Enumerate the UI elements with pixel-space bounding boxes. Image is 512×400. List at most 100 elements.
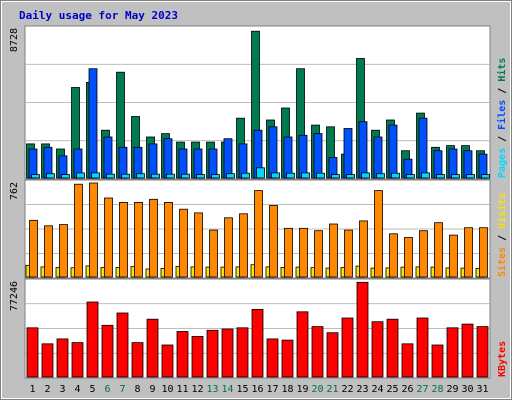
pages-bar <box>181 173 190 179</box>
sites-bar <box>374 190 383 278</box>
files-bar <box>463 150 473 179</box>
files-bar <box>388 124 398 179</box>
kbytes-bar <box>41 343 54 378</box>
pages-bar <box>271 172 280 179</box>
x-tick-label: 1 <box>29 384 35 395</box>
kbytes-bar <box>281 339 294 378</box>
sites-bar <box>29 219 38 278</box>
kbytes-bar <box>221 328 234 378</box>
files-bar <box>313 133 323 179</box>
sites-bar <box>44 225 53 278</box>
files-bar <box>118 146 128 179</box>
legend-sites: Sites <box>496 247 508 277</box>
pages-bar <box>136 173 145 179</box>
sites-bar <box>239 213 248 278</box>
kbytes-bar <box>116 312 129 378</box>
kbytes-bar <box>266 338 279 378</box>
kbytes-bar <box>71 342 84 378</box>
kbytes-bar <box>56 338 69 378</box>
x-tick-label: 13 <box>206 384 218 395</box>
pages-bar <box>196 174 205 179</box>
kbytes-bar <box>431 344 444 378</box>
files-bar <box>208 148 218 179</box>
pages-bar <box>331 174 340 179</box>
legend-separator: / <box>497 229 508 247</box>
sites-bar <box>149 198 158 278</box>
kbytes-bar <box>356 281 369 378</box>
pages-bar <box>211 174 220 179</box>
sites-bar <box>449 234 458 278</box>
kbytes-bar <box>401 343 414 378</box>
pages-bar <box>436 174 445 179</box>
pages-bar <box>286 172 295 179</box>
legend-separator: / <box>497 130 508 148</box>
sites-bar <box>329 223 338 278</box>
pages-bar <box>481 174 490 179</box>
x-tick-label: 21 <box>326 384 338 395</box>
x-tick-label: 18 <box>281 384 293 395</box>
sites-bar <box>134 201 143 278</box>
x-tick-label: 31 <box>476 384 488 395</box>
pages-bar <box>451 174 460 179</box>
files-bar <box>343 128 353 179</box>
x-tick-label: 9 <box>149 384 155 395</box>
kbytes-bar <box>326 332 339 378</box>
x-tick-label: 25 <box>386 384 398 395</box>
files-bar <box>193 148 203 179</box>
x-tick-label: 14 <box>221 384 233 395</box>
kbytes-bar <box>26 327 39 378</box>
x-tick-label: 22 <box>341 384 353 395</box>
kbytes-bar <box>236 327 249 378</box>
legend: Sites / Visits <box>496 193 508 277</box>
legend-files: Files <box>496 100 508 130</box>
files-bar <box>223 138 233 179</box>
files-bar <box>163 138 173 179</box>
sites-bar <box>404 237 413 278</box>
x-tick-label: 5 <box>89 384 95 395</box>
legend-hits: Hits <box>496 58 508 82</box>
pages-bar <box>91 172 100 179</box>
kbytes-bar <box>416 317 429 378</box>
sites-bar <box>59 224 68 278</box>
pages-bar <box>406 174 415 179</box>
kbytes-bar <box>296 311 309 378</box>
kbytes-bar <box>341 317 354 378</box>
sites-bar <box>479 227 488 278</box>
kbytes-bar <box>446 327 459 378</box>
files-bar <box>28 148 38 179</box>
pages-bar <box>256 167 265 179</box>
sites-bar <box>344 229 353 278</box>
x-tick-label: 8 <box>134 384 140 395</box>
x-tick-label: 7 <box>119 384 125 395</box>
y-axis-max-label: 8728 <box>9 28 20 52</box>
pages-bar <box>301 172 310 179</box>
sites-bar <box>389 233 398 278</box>
files-bar <box>448 148 458 179</box>
pages-bar <box>241 172 250 179</box>
pages-bar <box>151 173 160 179</box>
kbytes-bar <box>386 318 399 378</box>
pages-bar <box>106 173 115 179</box>
legend: Pages / Files / Hits <box>496 58 508 178</box>
x-tick-label: 3 <box>59 384 65 395</box>
x-tick-label: 17 <box>266 384 278 395</box>
legend-separator: / <box>497 82 508 100</box>
pages-bar <box>61 174 70 179</box>
kbytes-bar <box>311 326 324 378</box>
files-bar <box>358 121 368 179</box>
pages-bar <box>316 172 325 179</box>
pages-bar <box>121 173 130 179</box>
x-tick-label: 28 <box>431 384 443 395</box>
kbytes-bar <box>176 331 189 378</box>
files-bar <box>283 136 293 179</box>
sites-bar <box>434 222 443 278</box>
sites-bar <box>224 217 233 278</box>
files-bar <box>373 136 383 179</box>
files-bar <box>178 148 188 179</box>
files-bar <box>88 68 98 179</box>
kbytes-bar <box>461 323 474 378</box>
x-tick-label: 26 <box>401 384 413 395</box>
sites-bar <box>89 182 98 278</box>
